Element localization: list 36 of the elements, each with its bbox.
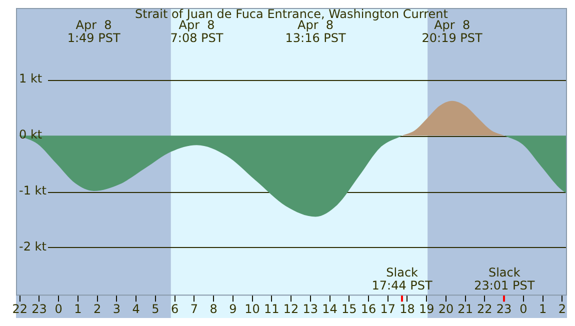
x-tick-label: 23 xyxy=(32,302,47,316)
x-tick-label: 7 xyxy=(190,302,198,316)
x-tick-label: 8 xyxy=(210,302,218,316)
annotation: Slack 17:44 PST xyxy=(372,266,434,293)
x-tick-label: 5 xyxy=(152,302,160,316)
x-tick-label: 1 xyxy=(538,302,547,316)
x-tick-label: 0 xyxy=(54,302,62,316)
y-tick-label: -1 kt xyxy=(19,184,47,198)
y-tick-label: -2 kt xyxy=(19,240,47,254)
x-tick-label: 6 xyxy=(170,302,179,316)
x-tick-label: 0 xyxy=(520,302,528,316)
x-tick-label: 4 xyxy=(132,302,140,316)
x-tick-label: 18 xyxy=(400,302,415,316)
x-tick-label: 16 xyxy=(360,302,376,316)
x-tick-label: 10 xyxy=(244,302,260,316)
x-tick-label: 2 xyxy=(558,302,566,316)
annotation: Apr 8 1:49 PST xyxy=(67,18,121,46)
x-tick-label: 21 xyxy=(458,302,473,316)
y-tick-label: 0 kt xyxy=(19,128,42,142)
x-tick-label: 13 xyxy=(302,302,318,316)
x-tick-label: 17 xyxy=(380,302,396,316)
x-tick-label: 20 xyxy=(438,302,454,316)
x-tick-label: 11 xyxy=(264,302,280,316)
x-tick-label: 22 xyxy=(12,302,28,316)
x-tick-label: 3 xyxy=(112,302,121,316)
x-tick-label: 12 xyxy=(283,302,299,316)
x-tick-label: 2 xyxy=(94,302,102,316)
x-tick-label: 15 xyxy=(341,302,357,316)
x-tick-label: 22 xyxy=(477,302,492,316)
x-tick-label: 14 xyxy=(322,302,338,316)
annotation: Slack 23:01 PST xyxy=(474,266,536,293)
y-tick-label: 1 kt xyxy=(19,72,42,86)
x-tick-label: 1 xyxy=(74,302,82,316)
x-tick-label: 19 xyxy=(418,302,434,316)
x-tick-label: 23 xyxy=(496,302,512,316)
x-tick-label: 9 xyxy=(229,302,237,316)
